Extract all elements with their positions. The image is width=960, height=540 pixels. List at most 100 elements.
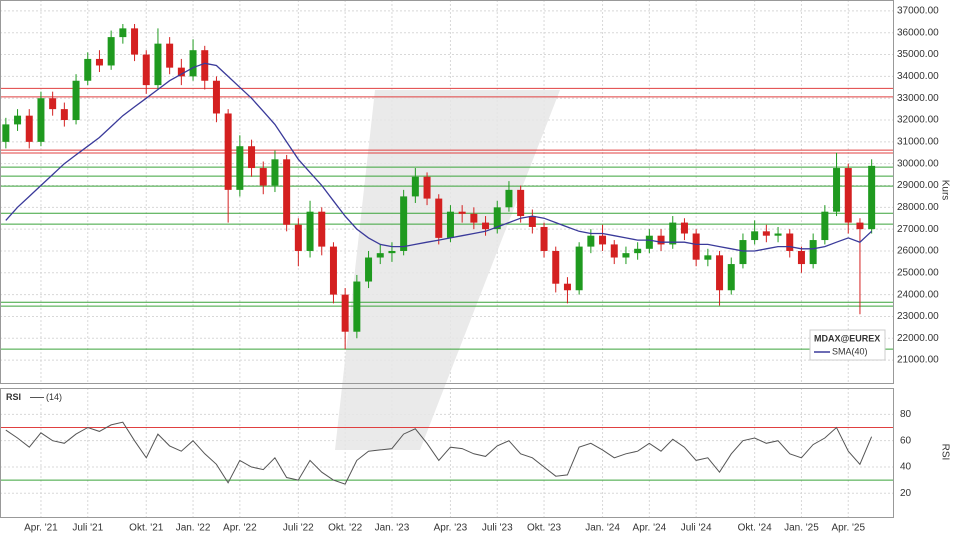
candle-body bbox=[271, 159, 279, 186]
candle-body bbox=[353, 281, 361, 332]
candle-body bbox=[528, 216, 536, 227]
candle-body bbox=[446, 211, 454, 238]
candle-body bbox=[505, 189, 513, 208]
y-tick-label: 34000.00 bbox=[897, 71, 939, 82]
candle-body bbox=[189, 50, 197, 77]
candle-body bbox=[470, 213, 478, 223]
y-tick-label: 33000.00 bbox=[897, 93, 939, 104]
x-tick-label: Apr. '21 bbox=[24, 523, 58, 534]
x-tick-label: Okt. '24 bbox=[738, 523, 773, 534]
candle-body bbox=[692, 233, 700, 260]
x-tick-label: Jan. '22 bbox=[176, 523, 211, 534]
x-tick-label: Apr. '25 bbox=[831, 523, 865, 534]
y-tick-label: 21000.00 bbox=[897, 355, 939, 366]
line-series bbox=[5, 421, 873, 485]
candle-body bbox=[154, 43, 162, 86]
legend-rsi: (14) bbox=[46, 392, 62, 402]
candle-body bbox=[821, 211, 829, 241]
candle-body bbox=[166, 43, 174, 68]
candle-body bbox=[844, 168, 852, 223]
x-tick-label: Okt. '22 bbox=[328, 523, 363, 534]
candle-body bbox=[599, 235, 607, 245]
x-tick-label: Juli '24 bbox=[681, 523, 712, 534]
x-tick-label: Okt. '21 bbox=[129, 523, 164, 534]
candle-body bbox=[37, 98, 45, 142]
candle-body bbox=[797, 250, 805, 265]
candle-body bbox=[587, 235, 595, 247]
candle-body bbox=[411, 176, 419, 197]
candle-body bbox=[435, 198, 443, 238]
candle-body bbox=[212, 80, 220, 114]
candle-body bbox=[482, 222, 490, 230]
candle-body bbox=[60, 109, 68, 121]
candle-body bbox=[833, 168, 841, 212]
candle-body bbox=[365, 257, 373, 282]
rsi-axis-label: RSI bbox=[939, 444, 950, 461]
candle-body bbox=[25, 115, 33, 142]
candle-body bbox=[376, 253, 384, 258]
candle-body bbox=[704, 255, 712, 260]
candle-body bbox=[107, 37, 115, 66]
y-tick-label: 22000.00 bbox=[897, 333, 939, 344]
candle-body bbox=[224, 113, 232, 190]
candle-body bbox=[236, 146, 244, 190]
candle-body bbox=[14, 115, 22, 125]
candle-body bbox=[131, 28, 139, 55]
price-panel-frame bbox=[0, 0, 894, 384]
y-tick-label: 31000.00 bbox=[897, 136, 939, 147]
candle-body bbox=[49, 98, 57, 110]
candle-body bbox=[306, 211, 314, 251]
candle-body bbox=[762, 231, 770, 236]
y-tick-label: 24000.00 bbox=[897, 289, 939, 300]
x-tick-label: Juli '21 bbox=[72, 523, 103, 534]
y-tick-label: 37000.00 bbox=[897, 6, 939, 17]
candle-body bbox=[248, 146, 256, 169]
y-tick-label: 27000.00 bbox=[897, 224, 939, 235]
y-tick-label: 36000.00 bbox=[897, 27, 939, 38]
x-tick-label: Jan. '24 bbox=[585, 523, 620, 534]
candle-body bbox=[727, 264, 735, 291]
price-legend: MDAX@EUREX SMA(40) bbox=[809, 329, 886, 361]
candle-body bbox=[856, 222, 864, 230]
candle-body bbox=[388, 250, 396, 254]
candle-body bbox=[657, 235, 665, 245]
candle-body bbox=[72, 80, 80, 121]
x-tick-label: Jan. '23 bbox=[375, 523, 410, 534]
candle-body bbox=[751, 231, 759, 241]
candle-body bbox=[634, 248, 642, 254]
line-series bbox=[5, 62, 873, 252]
y-tick-label: 26000.00 bbox=[897, 246, 939, 257]
candle-body bbox=[517, 189, 525, 217]
candle-body bbox=[458, 211, 466, 214]
legend-instrument: MDAX@EUREX bbox=[814, 333, 880, 343]
candle-body bbox=[563, 283, 571, 291]
candle-body bbox=[341, 294, 349, 332]
candle-body bbox=[400, 196, 408, 251]
rsi-legend: RSI (14) bbox=[2, 391, 72, 404]
y-tick-label: 28000.00 bbox=[897, 202, 939, 213]
candle-body bbox=[540, 226, 548, 251]
y-tick-label: 30000.00 bbox=[897, 158, 939, 169]
y-tick-label: 32000.00 bbox=[897, 115, 939, 126]
candle-body bbox=[142, 54, 150, 86]
candle-body bbox=[318, 211, 326, 247]
candle-body bbox=[610, 244, 618, 258]
candle-body bbox=[201, 50, 209, 81]
rsi-panel-frame bbox=[0, 388, 894, 518]
x-tick-label: Juli '22 bbox=[283, 523, 314, 534]
candle-body bbox=[493, 207, 501, 230]
y-tick-label: 25000.00 bbox=[897, 267, 939, 278]
x-tick-label: Jan. '25 bbox=[784, 523, 819, 534]
candle-body bbox=[786, 233, 794, 251]
x-tick-label: Apr. '24 bbox=[633, 523, 667, 534]
candle-body bbox=[809, 240, 817, 265]
candle-body bbox=[716, 255, 724, 291]
watermark bbox=[335, 90, 560, 450]
x-tick-label: Okt. '23 bbox=[527, 523, 562, 534]
candle-body bbox=[177, 67, 185, 77]
candle-body bbox=[868, 165, 876, 230]
x-tick-label: Juli '23 bbox=[482, 523, 513, 534]
y-tick-label: 29000.00 bbox=[897, 180, 939, 191]
candle-body bbox=[95, 58, 103, 66]
